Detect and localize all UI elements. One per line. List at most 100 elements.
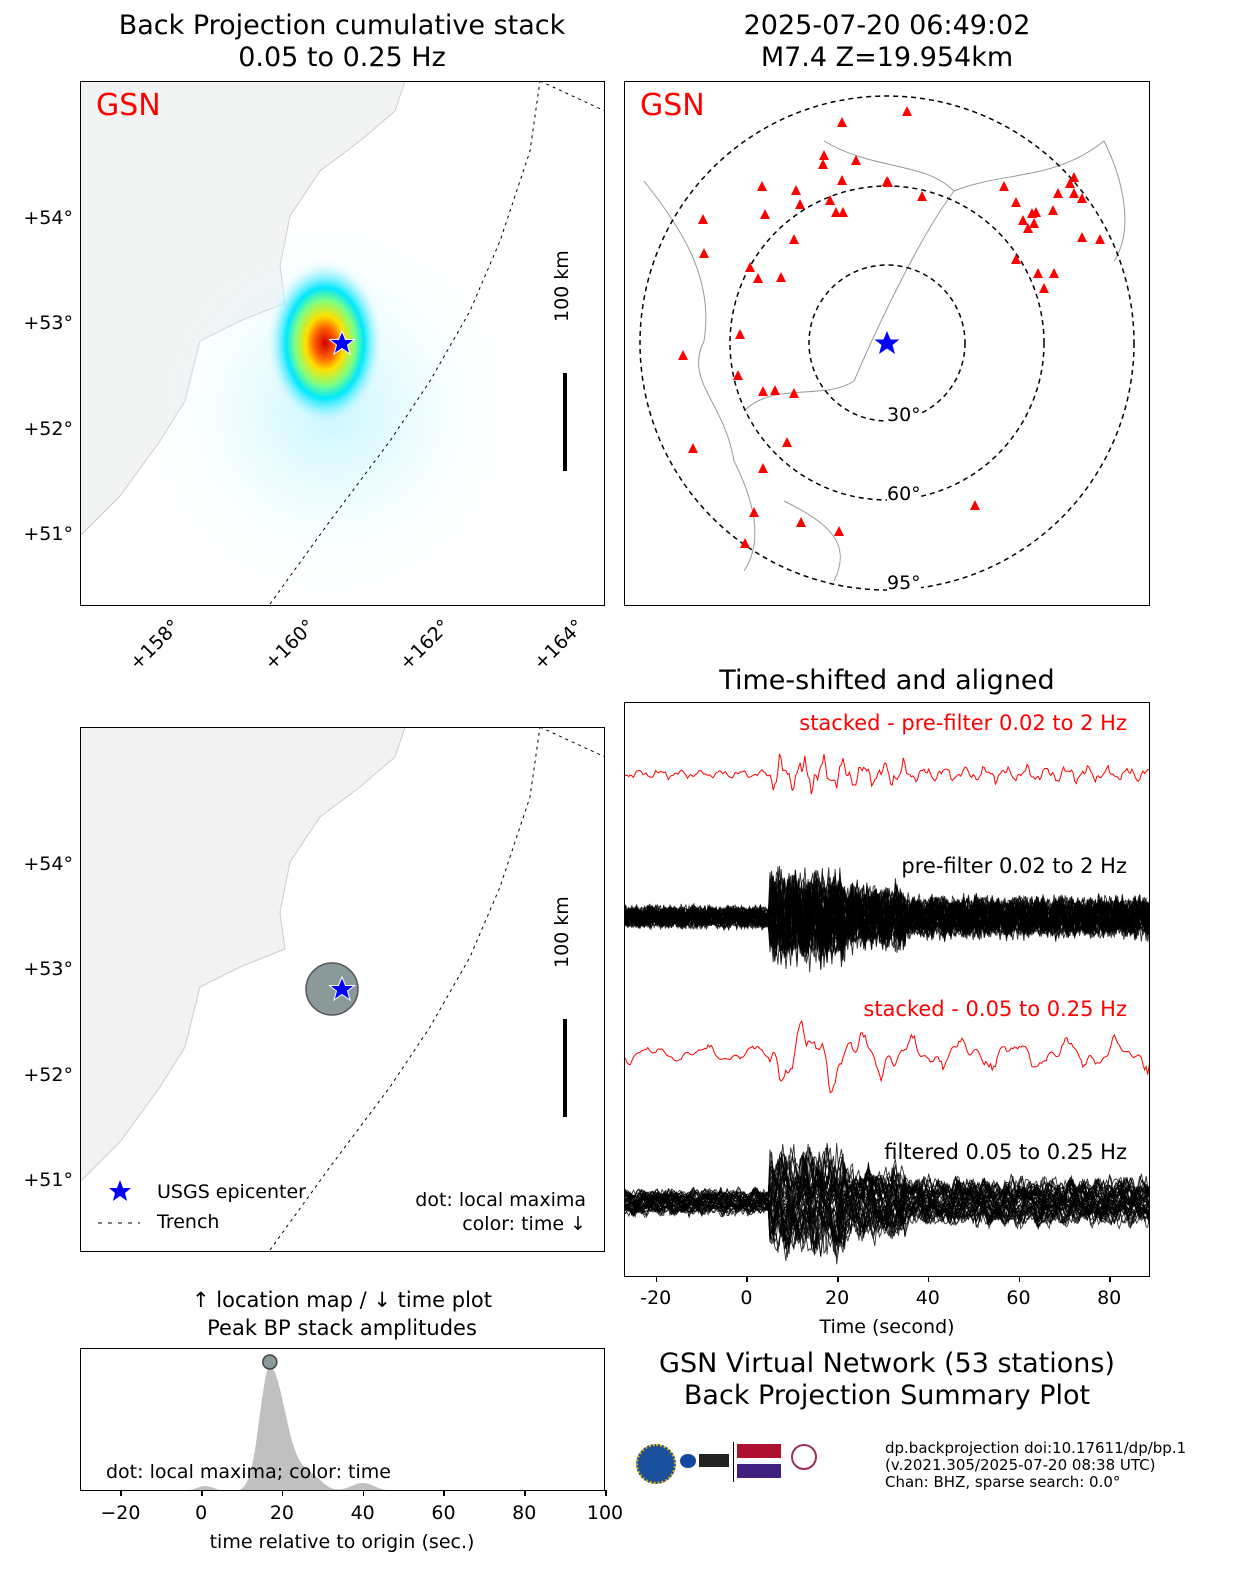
station-triangle [687, 442, 698, 453]
bp-title-2: 0.05 to 0.25 Hz [238, 42, 446, 73]
local-maxima-map: 100 km USGS epicenter Trench dot: local … [80, 727, 605, 1252]
x-tick [524, 1490, 526, 1496]
x-tick-label: 0 [195, 1502, 208, 1524]
waveform-panel: stacked - pre-filter 0.02 to 2 Hz pre-fi… [624, 702, 1150, 1277]
station-triangle [833, 525, 844, 536]
x-tick [443, 1490, 445, 1496]
usgs-logo [699, 1454, 729, 1467]
peak-dot [261, 1353, 278, 1370]
station-trace [625, 879, 1149, 967]
station-triangle [1047, 204, 1058, 215]
station-triangle [1022, 222, 1033, 233]
station-triangle [837, 206, 848, 217]
x-tick-label: 20 [269, 1502, 295, 1524]
station-triangle [817, 158, 828, 169]
station-triangle [788, 387, 799, 398]
network-label: GSN [640, 88, 705, 123]
station-triangle [732, 369, 743, 380]
station-triangle [781, 436, 792, 447]
station-triangle [1076, 231, 1087, 242]
station-triangle [757, 385, 768, 396]
station-triangle [824, 194, 835, 205]
station-triangle [790, 184, 801, 195]
legend-epicenter: USGS epicenter [157, 1181, 306, 1203]
amp-title-1: ↑ location map / ↓ time plot [192, 1288, 492, 1312]
station-triangle [916, 190, 927, 201]
logos [634, 1440, 884, 1485]
lat-tick: +51° [23, 1169, 73, 1191]
trace-label: pre-filter 0.02 to 2 Hz [901, 854, 1127, 878]
footer-line3: Chan: BHZ, sparse search: 0.0° [885, 1473, 1121, 1491]
epicenter-star-icon [327, 329, 356, 355]
station-trace [625, 877, 1149, 953]
x-tick-label: -20 [640, 1287, 672, 1309]
station-trace [625, 1146, 1149, 1251]
x-tick-label: 20 [825, 1287, 850, 1309]
x-tick-label: 0 [740, 1287, 753, 1309]
station-triangle [769, 384, 780, 395]
summary-line2: Back Projection Summary Plot [683, 1380, 1091, 1411]
x-tick [605, 1490, 607, 1496]
station-triangle [677, 349, 688, 360]
x-tick [201, 1490, 203, 1496]
footer: dp.backprojection doi:10.17611/dp/bp.1 (… [885, 1440, 1186, 1491]
station-triangle [698, 247, 709, 258]
station-triangle [752, 272, 763, 283]
network-label: GSN [96, 88, 161, 123]
waveform-xlabel: Time (second) [819, 1316, 955, 1338]
x-tick [837, 1276, 839, 1282]
station-triangle [744, 261, 755, 272]
lat-tick: +51° [23, 523, 73, 545]
station-triangle [1032, 267, 1043, 278]
station-triangle [1030, 206, 1041, 217]
scale-bar [562, 372, 567, 471]
station-triangle [1064, 177, 1075, 188]
nsf-logo [636, 1444, 676, 1484]
station-triangle [1038, 282, 1049, 293]
x-tick-label: −20 [100, 1502, 141, 1524]
amplitude-plot: dot: local maxima; color: time [80, 1348, 605, 1491]
station-triangle [969, 499, 980, 510]
station-triangle [756, 180, 767, 191]
gage-logo [737, 1444, 781, 1458]
note: color: time ↓ [462, 1213, 586, 1235]
x-tick [1018, 1276, 1020, 1282]
sage-logo [737, 1464, 781, 1478]
x-tick [655, 1276, 658, 1282]
ring-label: 60° [887, 483, 921, 505]
station-triangle [830, 206, 841, 217]
epicenter-star-icon [874, 330, 899, 354]
footer-line1: dp.backprojection doi:10.17611/dp/bp.1 [885, 1439, 1187, 1457]
station-triangle [775, 271, 786, 282]
waveforms-title: Time-shifted and aligned [719, 665, 1055, 696]
station-triangle [1028, 217, 1039, 228]
station-triangle [734, 328, 745, 339]
station-triangle [1010, 196, 1021, 207]
event-time: 2025-07-20 06:49:02 [743, 10, 1031, 41]
station-triangle [1068, 187, 1079, 198]
trench [269, 82, 604, 604]
station-trace [625, 1163, 1149, 1254]
station-triangle [836, 116, 847, 127]
trace-label: stacked - pre-filter 0.02 to 2 Hz [799, 711, 1127, 735]
x-tick [281, 1490, 284, 1496]
legend-trench: Trench [157, 1211, 220, 1233]
x-tick-label: 80 [512, 1502, 537, 1524]
station-triangle [1076, 192, 1087, 203]
station-triangle [788, 233, 799, 244]
scale-label: 100 km [551, 896, 573, 968]
station-trace [625, 874, 1149, 961]
station-trace [625, 1167, 1149, 1239]
x-tick-label: 100 [586, 1502, 624, 1524]
station-triangle [1017, 214, 1028, 225]
lat-tick: +53° [23, 312, 73, 334]
x-tick-label: 40 [915, 1287, 940, 1309]
station-trace [625, 1144, 1149, 1244]
stacked-trace [625, 753, 1149, 794]
station-triangle [882, 176, 893, 187]
local-maximum-dot [304, 961, 359, 1016]
lat-tick: +52° [23, 418, 73, 440]
station-triangle [1094, 233, 1105, 244]
x-tick-label: 60 [431, 1502, 456, 1524]
